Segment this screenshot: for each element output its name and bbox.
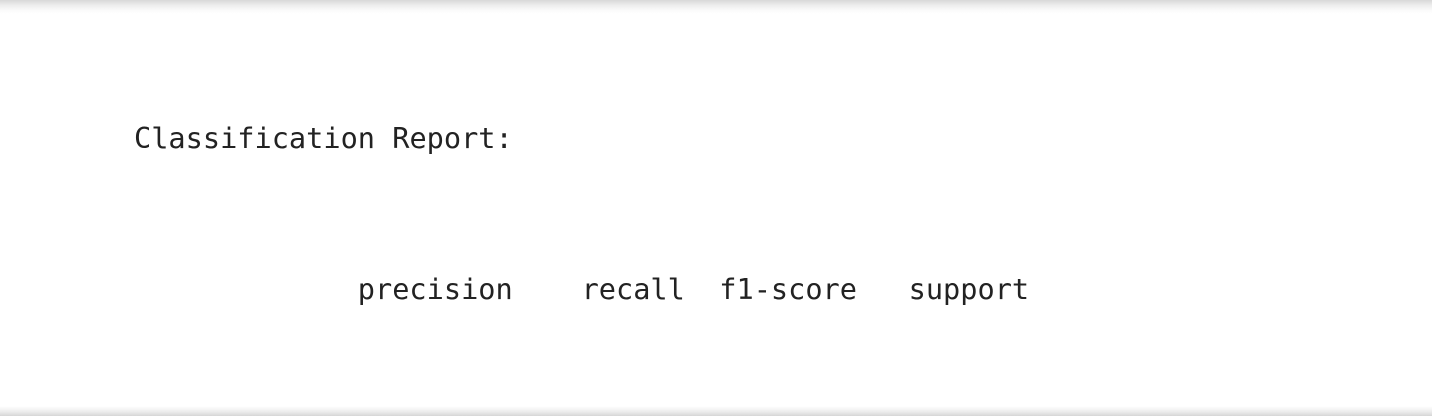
header-precision: precision — [357, 271, 513, 306]
header-row: precision recall f1-score support — [134, 271, 1029, 309]
report-title: Classification Report: — [134, 121, 513, 156]
header-f1-score: f1-score — [719, 271, 857, 306]
bottom-shadow-divider — [0, 406, 1432, 416]
header-support: support — [908, 271, 1030, 306]
header-recall: recall — [581, 271, 685, 306]
top-shadow-divider — [0, 0, 1432, 14]
classification-report: Classification Report: precision recall f1… — [134, 45, 1029, 416]
